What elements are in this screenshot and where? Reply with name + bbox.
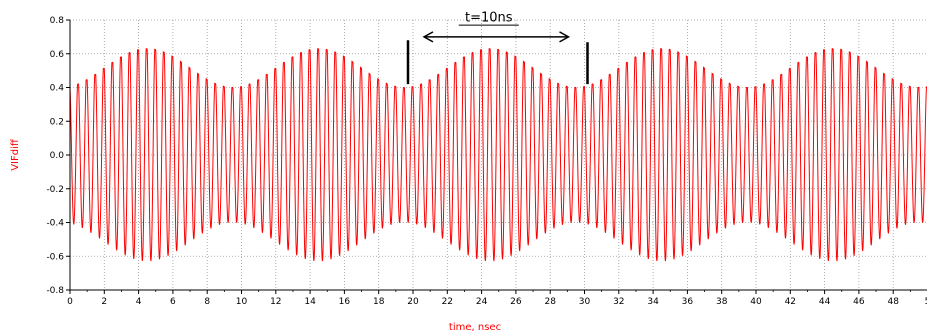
x-tick-label: 28 [544,297,556,307]
period-arrow-right-head [559,31,571,43]
x-tick-label: 10 [236,297,248,307]
x-tick-label: 44 [819,297,831,307]
x-tick-label: 5 [925,297,927,307]
x-tick-label: 12 [270,297,281,307]
x-tick-label: 0 [67,297,73,307]
signal-series [69,48,927,262]
signal-line [69,48,927,262]
x-tick-label: 36 [682,297,694,307]
x-tick-label: 32 [613,297,624,307]
y-tick-label: -0.4 [46,219,64,229]
x-tick-label: 20 [407,297,419,307]
y-ticks: 0.8 0.6 0.4 0.2 0.0 -0.2 -0.4 -0.6 -0.8 [46,16,70,296]
x-tick-label: 18 [373,297,385,307]
x-tick-label: 46 [853,297,865,307]
x-tick-label: 6 [170,297,176,307]
x-tick-label: 14 [304,297,316,307]
x-tick-label: 16 [339,297,351,307]
y-tick-label: 0.6 [50,50,65,60]
x-tick-label: 34 [647,297,659,307]
x-tick-label: 24 [476,297,488,307]
y-tick-label: 0.8 [50,16,65,26]
period-annotation: t=10ns [406,11,589,85]
x-tick-label: 26 [510,297,522,307]
y-axis-title: VIFdiff [10,138,21,171]
x-tick-label: 4 [136,297,142,307]
x-tick-label: 42 [785,297,796,307]
x-tick-label: 40 [750,297,762,307]
period-arrow-left-head [422,31,434,43]
x-tick-label: 2 [101,297,107,307]
x-tick-label: 48 [887,297,899,307]
y-tick-label: -0.6 [46,252,64,262]
x-tick-label: 22 [442,297,453,307]
x-tick-label: 30 [579,297,591,307]
period-label: t=10ns [465,11,513,26]
x-tick-label: 38 [716,297,728,307]
x-axis-title: time, nsec [449,322,501,333]
y-tick-label: 0.0 [50,151,65,161]
y-tick-label: 0.2 [50,117,64,127]
y-tick-label: -0.8 [46,286,64,296]
y-tick-label: -0.2 [46,185,64,195]
y-tick-label: 0.4 [50,84,65,94]
x-ticks: 0 2 4 6 8 10 12 14 16 18 20 22 24 26 28 30 32 34 36 38 40 42 4… [67,290,927,307]
x-tick-label: 8 [204,297,210,307]
